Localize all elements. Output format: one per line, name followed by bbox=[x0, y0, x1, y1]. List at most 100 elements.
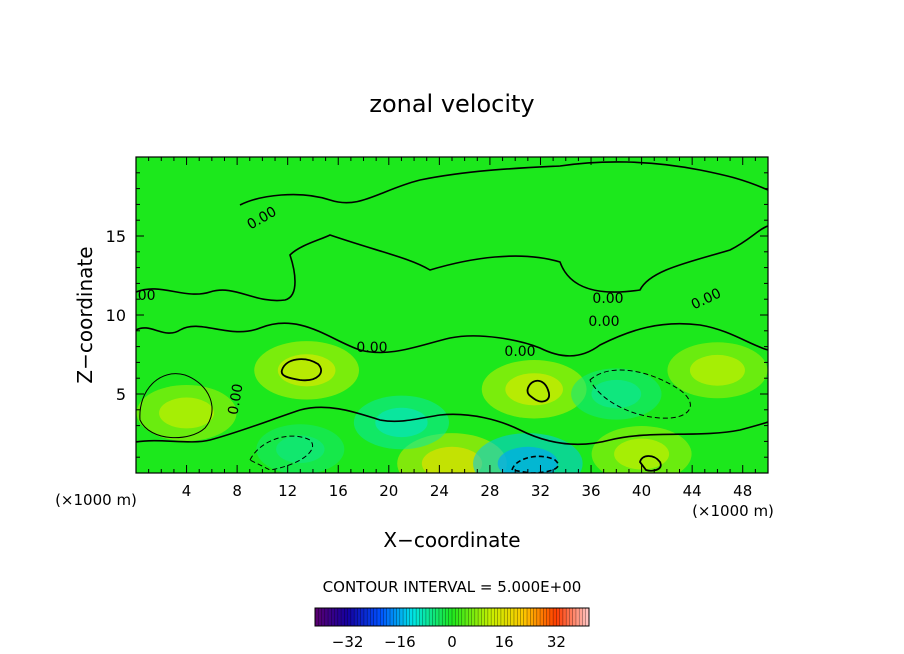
colorbar-cell bbox=[458, 608, 463, 626]
colorbar-cell bbox=[390, 608, 394, 626]
contour-label: 0.00 bbox=[124, 288, 155, 304]
field-blob-core-7 bbox=[497, 446, 558, 473]
velocity-field bbox=[136, 341, 768, 473]
contour-interval-text: CONTOUR INTERVAL = 5.000E+00 bbox=[323, 578, 582, 596]
colorbar-cell bbox=[468, 608, 472, 626]
colorbar-cell bbox=[393, 608, 397, 626]
colorbar-cell bbox=[543, 608, 547, 626]
y-tick-label: 15 bbox=[106, 227, 126, 246]
x-unit-label-right: (×1000 m) bbox=[692, 502, 774, 520]
colorbar-cell bbox=[422, 608, 427, 626]
contour-label: 0.00 bbox=[225, 383, 246, 416]
y-tick-labels: 5 10 15 bbox=[106, 227, 126, 404]
colorbar-cell bbox=[517, 608, 521, 626]
colorbar-cell bbox=[406, 608, 410, 626]
colorbar-cell bbox=[403, 608, 407, 626]
contour-dashed-right bbox=[589, 369, 691, 419]
colorbar-tick-label: 32 bbox=[547, 633, 566, 651]
contour-lines bbox=[136, 161, 768, 473]
colorbar-cell bbox=[435, 608, 440, 626]
x-tick-label: 36 bbox=[581, 482, 600, 500]
colorbar-cell bbox=[357, 608, 361, 626]
colorbar-cell bbox=[383, 608, 388, 626]
colorbar-cell bbox=[442, 608, 446, 626]
colorbar-cell bbox=[582, 608, 587, 626]
axis-ticks bbox=[136, 157, 768, 473]
colorbar-cell bbox=[354, 608, 358, 626]
colorbar-cell bbox=[370, 608, 375, 626]
colorbar-cell bbox=[536, 608, 541, 626]
colorbar-cell bbox=[373, 608, 378, 626]
colorbar-cell bbox=[337, 608, 342, 626]
colorbar-cell bbox=[465, 608, 469, 626]
colorbar-cell bbox=[559, 608, 564, 626]
x-tick-label: 8 bbox=[232, 482, 242, 500]
colorbar-cell bbox=[360, 608, 365, 626]
x-tick-label: 32 bbox=[531, 482, 550, 500]
field-blob-core-6 bbox=[375, 407, 428, 438]
colorbar-cell bbox=[507, 608, 512, 626]
contour-peak-right bbox=[639, 455, 662, 472]
colorbar-cell bbox=[318, 608, 322, 626]
colorbar-cell bbox=[487, 608, 492, 626]
colorbar-cell bbox=[562, 608, 567, 626]
colorbar-cell bbox=[425, 608, 430, 626]
colorbar-cell bbox=[553, 608, 557, 626]
colorbar-cell bbox=[569, 608, 573, 626]
colorbar-cell bbox=[324, 608, 329, 626]
colorbar-cell bbox=[575, 608, 580, 626]
colorbar-cell bbox=[481, 608, 485, 626]
colorbar-frame bbox=[314, 607, 590, 627]
colorbar-cell bbox=[546, 608, 551, 626]
contour-peak-left bbox=[280, 358, 322, 382]
colorbar-cell bbox=[497, 608, 502, 626]
contour-label: 0.00 bbox=[504, 344, 535, 360]
colorbar-tick-label: 16 bbox=[495, 633, 514, 651]
colorbar-cell bbox=[416, 608, 420, 626]
colorbar-cell bbox=[376, 608, 381, 626]
colorbar-cell bbox=[321, 608, 326, 626]
colorbar bbox=[314, 607, 590, 627]
colorbar-cell bbox=[556, 608, 560, 626]
colorbar-cell bbox=[350, 608, 355, 626]
contour-label: 0.00 bbox=[592, 291, 623, 307]
colorbar-cell bbox=[409, 608, 414, 626]
x-tick-label: 16 bbox=[329, 482, 348, 500]
colorbar-tick-label: 0 bbox=[447, 633, 457, 651]
colorbar-cell bbox=[500, 608, 505, 626]
colorbar-cell bbox=[452, 608, 456, 626]
x-tick-label: 28 bbox=[480, 482, 499, 500]
x-tick-label: 4 bbox=[182, 482, 192, 500]
field-blob-core-0 bbox=[159, 397, 215, 429]
colorbar-cell bbox=[585, 608, 590, 626]
zero-contour-upper bbox=[136, 225, 768, 302]
chart-title: zonal velocity bbox=[369, 90, 534, 118]
contour-label: 0.00 bbox=[356, 340, 387, 356]
colorbar-cell bbox=[347, 608, 352, 626]
x-axis-label: X−coordinate bbox=[383, 528, 520, 552]
field-blob-core-5 bbox=[614, 438, 670, 470]
colorbar-cell bbox=[540, 608, 544, 626]
colorbar-tick-label: −16 bbox=[384, 633, 416, 651]
y-tick-label: 5 bbox=[116, 385, 126, 404]
colorbar-cell bbox=[513, 608, 518, 626]
contour-left-bump bbox=[139, 373, 213, 439]
colorbar-cell bbox=[334, 608, 339, 626]
x-tick-label: 24 bbox=[430, 482, 449, 500]
colorbar-cell bbox=[328, 608, 332, 626]
field-blob-core-3 bbox=[689, 354, 745, 386]
colorbar-cell bbox=[445, 608, 450, 626]
colorbar-cell bbox=[315, 608, 319, 626]
colorbar-cell bbox=[461, 608, 466, 626]
x-tick-label: 20 bbox=[379, 482, 398, 500]
colorbar-cell bbox=[471, 608, 476, 626]
colorbar-cell bbox=[579, 608, 583, 626]
y-tick-label: 10 bbox=[106, 306, 126, 325]
x-unit-label-left: (×1000 m) bbox=[55, 491, 137, 509]
colorbar-cell bbox=[432, 608, 436, 626]
zero-contour-middle bbox=[136, 322, 768, 357]
field-blob-core-2 bbox=[505, 373, 563, 406]
x-tick-label: 12 bbox=[278, 482, 297, 500]
colorbar-cell bbox=[396, 608, 401, 626]
